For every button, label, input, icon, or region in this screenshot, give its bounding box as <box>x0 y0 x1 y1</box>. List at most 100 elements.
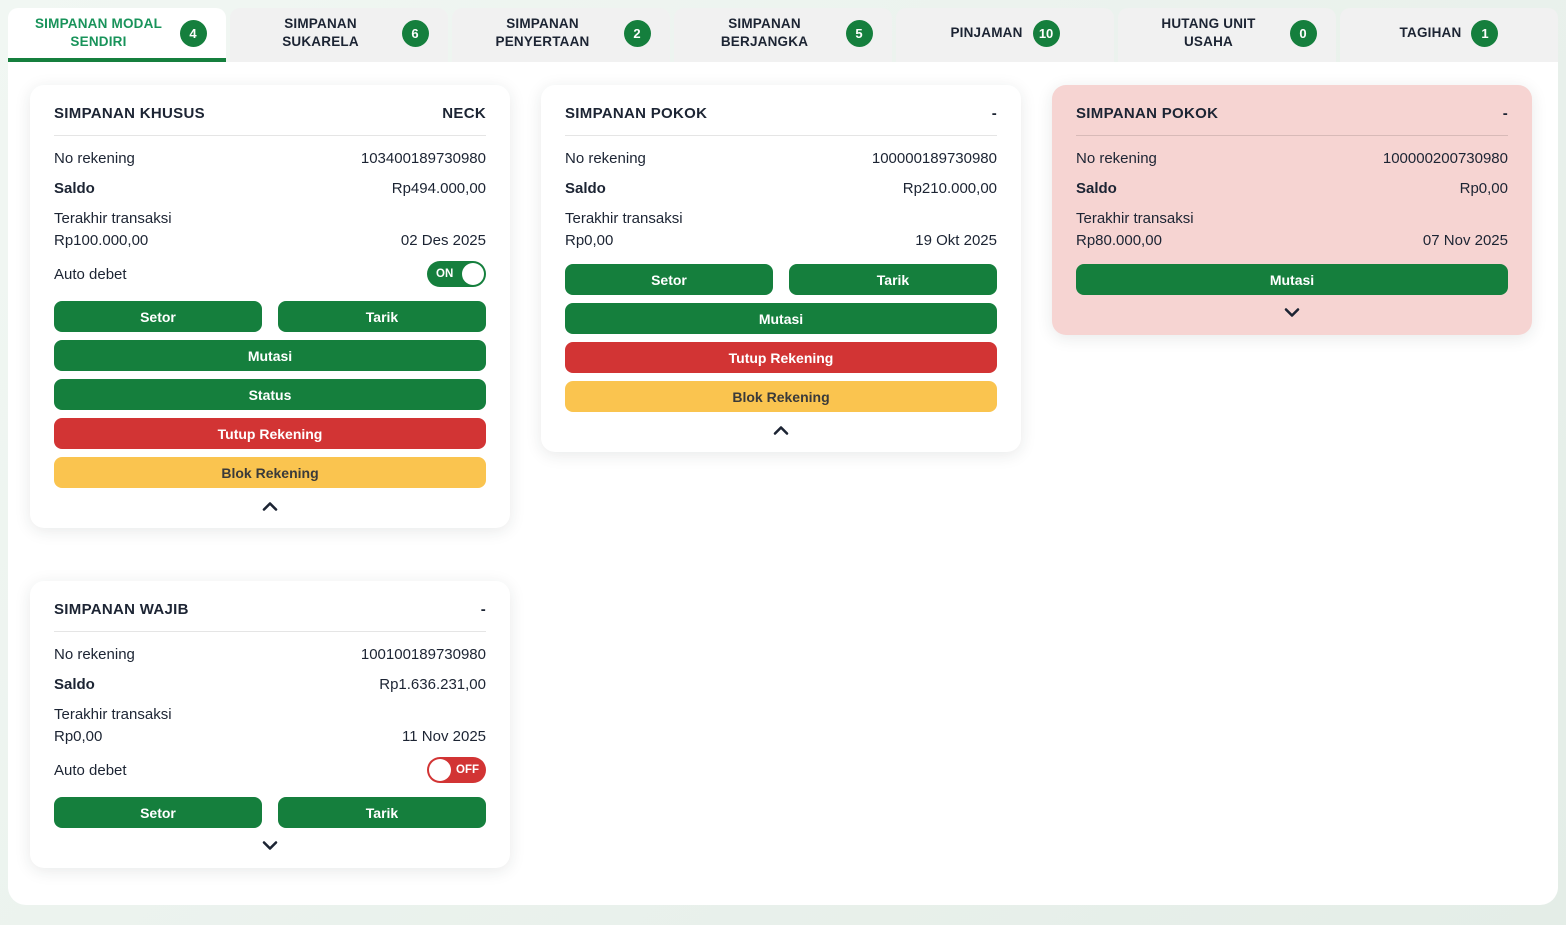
saldo-label: Saldo <box>54 180 95 197</box>
saldo-row: Saldo Rp1.636.231,00 <box>54 675 486 694</box>
terakhir-date: 11 Nov 2025 <box>402 728 486 745</box>
no-rekening-row: No rekening 100000200730980 <box>1076 149 1508 168</box>
chevron-icon <box>262 841 278 850</box>
tab-simpanan-modal-sendiri[interactable]: SIMPANAN MODAL SENDIRI 4 <box>8 8 226 62</box>
no-rekening-row: No rekening 100100189730980 <box>54 645 486 664</box>
terakhir-transaksi-row: Rp100.000,00 02 Des 2025 <box>54 231 486 250</box>
divider <box>54 135 486 136</box>
saldo-value: Rp210.000,00 <box>902 180 997 197</box>
divider <box>565 135 997 136</box>
auto-debet-label: Auto debet <box>54 265 127 283</box>
tab-tagihan[interactable]: TAGIHAN 1 <box>1340 8 1558 62</box>
auto-debet-toggle[interactable]: ON <box>427 261 486 287</box>
terakhir-transaksi-label: Terakhir transaksi <box>54 706 172 723</box>
account-card: SIMPANAN POKOK - No rekening 10000020073… <box>1052 85 1532 335</box>
card-title: SIMPANAN POKOK <box>1076 105 1219 122</box>
tarik-button[interactable]: Tarik <box>278 797 486 828</box>
no-rekening-row: No rekening 100000189730980 <box>565 149 997 168</box>
blok-rekening-button[interactable]: Blok Rekening <box>54 457 486 488</box>
mutasi-button[interactable]: Mutasi <box>1076 264 1508 295</box>
setor-button[interactable]: Setor <box>565 264 773 295</box>
collapse-chevron[interactable] <box>54 488 486 516</box>
tab-count-badge: 5 <box>845 19 873 47</box>
collapse-chevron[interactable] <box>1076 295 1508 323</box>
terakhir-transaksi-block: Terakhir transaksi Rp0,00 11 Nov 2025 <box>54 705 486 746</box>
collapse-chevron[interactable] <box>565 412 997 440</box>
terakhir-transaksi-label: Terakhir transaksi <box>1076 210 1194 227</box>
setor-button[interactable]: Setor <box>54 301 262 332</box>
terakhir-transaksi-label: Terakhir transaksi <box>54 210 172 227</box>
card-tag: - <box>480 601 486 618</box>
card-columns: SIMPANAN KHUSUS NECK No rekening 1034001… <box>30 85 1536 868</box>
saldo-label: Saldo <box>565 180 606 197</box>
blok-rekening-button[interactable]: Blok Rekening <box>565 381 997 412</box>
card-tag: NECK <box>442 105 486 122</box>
terakhir-transaksi-block: Terakhir transaksi Rp100.000,00 02 Des 2… <box>54 209 486 250</box>
tab-count-badge: 2 <box>623 19 651 47</box>
saldo-value: Rp0,00 <box>1459 180 1508 197</box>
tarik-button[interactable]: Tarik <box>789 264 997 295</box>
tab-label: HUTANG UNIT USAHA <box>1161 16 1256 49</box>
card-header: SIMPANAN POKOK - <box>1076 105 1508 122</box>
saldo-row: Saldo Rp494.000,00 <box>54 179 486 198</box>
card-tag: - <box>1502 105 1508 122</box>
tab-label: SIMPANAN BERJANGKA <box>720 16 809 49</box>
mutasi-button[interactable]: Mutasi <box>54 340 486 371</box>
no-rekening-value: 100100189730980 <box>360 646 486 663</box>
tab-pinjaman[interactable]: PINJAMAN 10 <box>896 8 1114 62</box>
terakhir-amount: Rp80.000,00 <box>1076 232 1162 249</box>
status-button[interactable]: Status <box>54 379 486 410</box>
tab-count-badge: 10 <box>1032 19 1060 47</box>
tab-hutang-unit-usaha[interactable]: HUTANG UNIT USAHA 0 <box>1118 8 1336 62</box>
card-header: SIMPANAN KHUSUS NECK <box>54 105 486 122</box>
tutup-rekening-button[interactable]: Tutup Rekening <box>54 418 486 449</box>
tarik-button[interactable]: Tarik <box>278 301 486 332</box>
card-title: SIMPANAN KHUSUS <box>54 105 205 122</box>
tab-bar: SIMPANAN MODAL SENDIRI 4 SIMPANAN SUKARE… <box>0 0 1566 62</box>
tab-count-badge: 4 <box>179 19 207 47</box>
column-1: SIMPANAN KHUSUS NECK No rekening 1034001… <box>30 85 510 868</box>
terakhir-amount: Rp0,00 <box>54 728 103 745</box>
mutasi-button[interactable]: Mutasi <box>565 303 997 334</box>
setor-button[interactable]: Setor <box>54 797 262 828</box>
tutup-rekening-button[interactable]: Tutup Rekening <box>565 342 997 373</box>
card-title: SIMPANAN POKOK <box>565 105 708 122</box>
divider <box>54 631 486 632</box>
tab-simpanan-penyertaan[interactable]: SIMPANAN PENYERTAAN 2 <box>452 8 670 62</box>
tab-label: PINJAMAN <box>950 25 1023 41</box>
saldo-label: Saldo <box>54 676 95 693</box>
terakhir-date: 07 Nov 2025 <box>1422 232 1508 249</box>
auto-debet-row: Auto debet ON <box>54 261 486 287</box>
saldo-row: Saldo Rp0,00 <box>1076 179 1508 198</box>
terakhir-transaksi-block: Terakhir transaksi Rp0,00 19 Okt 2025 <box>565 209 997 250</box>
tab-label: SIMPANAN SUKARELA <box>282 16 359 49</box>
card-title: SIMPANAN WAJIB <box>54 601 189 618</box>
toggle-state-label: OFF <box>456 763 479 776</box>
no-rekening-value: 103400189730980 <box>360 150 486 167</box>
account-card: SIMPANAN POKOK - No rekening 10000018973… <box>541 85 1021 452</box>
auto-debet-toggle[interactable]: OFF <box>427 757 486 783</box>
saldo-value: Rp1.636.231,00 <box>379 676 486 693</box>
collapse-chevron[interactable] <box>54 828 486 856</box>
terakhir-transaksi-row: Rp80.000,00 07 Nov 2025 <box>1076 231 1508 250</box>
column-3: SIMPANAN POKOK - No rekening 10000020073… <box>1052 85 1532 335</box>
tab-count-badge: 0 <box>1289 19 1317 47</box>
tab-count-badge: 6 <box>401 19 429 47</box>
tab-count-badge: 1 <box>1471 19 1499 47</box>
account-card: SIMPANAN KHUSUS NECK No rekening 1034001… <box>30 85 510 528</box>
card-buttons: Mutasi <box>1076 264 1508 295</box>
content-panel: SIMPANAN KHUSUS NECK No rekening 1034001… <box>8 62 1558 905</box>
chevron-icon <box>1284 308 1300 317</box>
saldo-label: Saldo <box>1076 180 1117 197</box>
card-buttons: Setor Tarik <box>54 797 486 828</box>
tab-simpanan-sukarela[interactable]: SIMPANAN SUKARELA 6 <box>230 8 448 62</box>
column-2: SIMPANAN POKOK - No rekening 10000018973… <box>541 85 1021 452</box>
tab-simpanan-berjangka[interactable]: SIMPANAN BERJANGKA 5 <box>674 8 892 62</box>
no-rekening-label: No rekening <box>54 150 135 167</box>
no-rekening-row: No rekening 103400189730980 <box>54 149 486 168</box>
no-rekening-label: No rekening <box>54 646 135 663</box>
terakhir-date: 02 Des 2025 <box>400 232 486 249</box>
terakhir-amount: Rp100.000,00 <box>54 232 149 249</box>
chevron-icon <box>773 426 789 435</box>
